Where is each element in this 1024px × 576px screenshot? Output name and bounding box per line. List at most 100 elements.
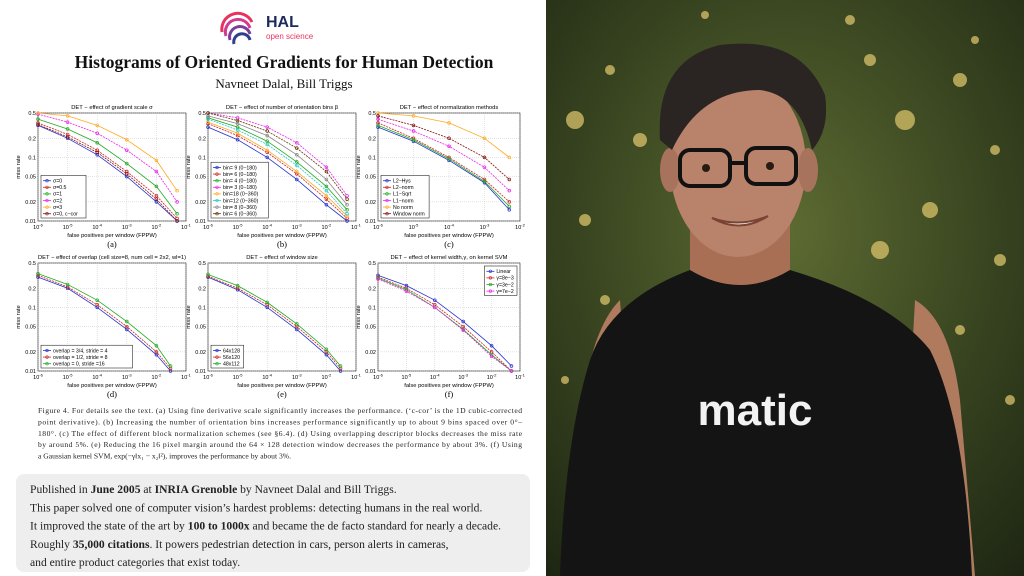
point	[295, 146, 299, 150]
summary-line: Roughly 35,000 citations. It powers pede…	[30, 538, 449, 551]
hal-logo: HAL open science	[220, 11, 314, 45]
legend-label: 64x128	[223, 348, 240, 354]
x-tick-label: 10-1	[181, 373, 191, 382]
point	[482, 177, 487, 182]
point	[95, 153, 99, 157]
x-tick-label: 10-6	[203, 373, 213, 382]
x-tick-label: 10-4	[92, 223, 102, 232]
series-line	[207, 274, 341, 367]
point	[324, 169, 329, 174]
legend-label: bin= 3 (0−180)	[223, 185, 257, 191]
x-tick-label: 10-4	[262, 223, 272, 232]
figure-caption: point derivative). (b) Increasing the nu…	[38, 417, 522, 426]
logo-text: HAL	[266, 14, 299, 31]
legend-box	[380, 175, 430, 219]
x-tick-label: 10-3	[122, 223, 132, 232]
legend-marker	[215, 172, 219, 176]
point	[324, 203, 329, 207]
y-tick-label: 0.2	[368, 286, 376, 292]
point	[507, 200, 512, 204]
y-axis-label: miss rate	[186, 155, 192, 179]
series-line	[207, 276, 341, 372]
y-tick-label: 0.1	[28, 155, 36, 161]
x-tick-label: 10-3	[292, 223, 302, 232]
legend-marker	[215, 192, 219, 196]
y-tick-label: 0.1	[198, 155, 206, 161]
series-line	[37, 113, 178, 203]
y-tick-label: 0.01	[365, 219, 376, 225]
point	[345, 214, 349, 218]
point	[324, 165, 329, 170]
y-tick-label: 0.02	[365, 350, 376, 356]
point	[36, 112, 40, 116]
point	[65, 135, 70, 139]
x-axis-label: false positives per window (FPPW)	[237, 233, 327, 239]
figure-caption: a Gaussian kernel SVM, exp(−γ‖x₁ − x₂‖²)…	[38, 452, 291, 461]
y-tick-label: 0.5	[198, 261, 206, 267]
plot-title: DET − effect of number of orientation bi…	[226, 105, 339, 111]
point	[95, 141, 99, 145]
x-tick-label: 10-5	[233, 223, 243, 232]
point	[411, 137, 416, 142]
point	[509, 369, 514, 373]
legend-label: bin=12 (0−360)	[223, 198, 258, 204]
point	[265, 139, 269, 143]
legend-marker	[215, 205, 219, 209]
y-axis-label: miss rate	[16, 155, 22, 179]
point	[125, 169, 129, 174]
legend-label: L2−norm	[393, 185, 414, 191]
legend-label: bin= 9 (0−180)	[223, 165, 257, 171]
point	[265, 148, 269, 152]
summary-segment: It improved the state of the art by	[30, 520, 188, 533]
summary-segment: June 2005	[91, 483, 141, 496]
point	[324, 188, 329, 193]
x-tick-label: 10-3	[122, 373, 132, 382]
x-tick-label: 10-2	[322, 373, 332, 382]
point	[265, 150, 269, 155]
sub-label: (a)	[107, 239, 117, 249]
point	[324, 197, 329, 201]
summary-segment: INRIA Grenoble	[155, 483, 238, 496]
legend-marker	[45, 362, 49, 366]
point	[447, 121, 451, 125]
point	[36, 117, 40, 121]
point	[345, 212, 349, 216]
point	[295, 322, 299, 326]
point	[125, 137, 129, 142]
y-tick-label: 0.5	[28, 111, 36, 117]
legend-label: γ=3e−2	[496, 282, 513, 288]
x-tick-label: 10-2	[487, 373, 497, 382]
legend-marker	[488, 282, 493, 287]
plot-title: DET − effect of normalization methods	[400, 105, 499, 111]
point	[95, 298, 99, 302]
x-tick-label: 10-3	[458, 373, 468, 382]
point	[507, 177, 512, 182]
y-tick-label: 0.02	[365, 200, 376, 206]
point	[338, 366, 343, 371]
point	[489, 354, 494, 359]
point	[206, 111, 210, 115]
legend-label: bin= 8 (0−360)	[223, 205, 257, 211]
paper-authors: Navneet Dalal, Bill Triggs	[215, 76, 352, 91]
summary-segment: at	[141, 483, 155, 496]
y-axis-label: miss rate	[186, 305, 192, 329]
legend-label: overlap = 3/4, stride = 4	[53, 348, 108, 354]
point	[345, 216, 349, 221]
x-axis-label: false positives per window (FPPW)	[67, 233, 157, 239]
series-line	[377, 278, 512, 372]
sub-label: (d)	[107, 389, 117, 399]
y-axis-label: miss rate	[356, 155, 362, 179]
legend-marker	[45, 355, 49, 359]
point	[36, 122, 40, 127]
series-line	[207, 112, 348, 196]
y-tick-label: 0.5	[198, 111, 206, 117]
point	[175, 219, 179, 223]
series-line	[377, 112, 510, 158]
y-tick-label: 0.02	[195, 350, 206, 356]
point	[154, 350, 159, 354]
summary-segment: and entire product categories that exist…	[30, 556, 240, 569]
point	[376, 277, 380, 281]
point	[235, 283, 240, 288]
legend-marker	[45, 348, 49, 353]
summary-line: Published in June 2005 at INRIA Grenoble…	[30, 483, 397, 496]
